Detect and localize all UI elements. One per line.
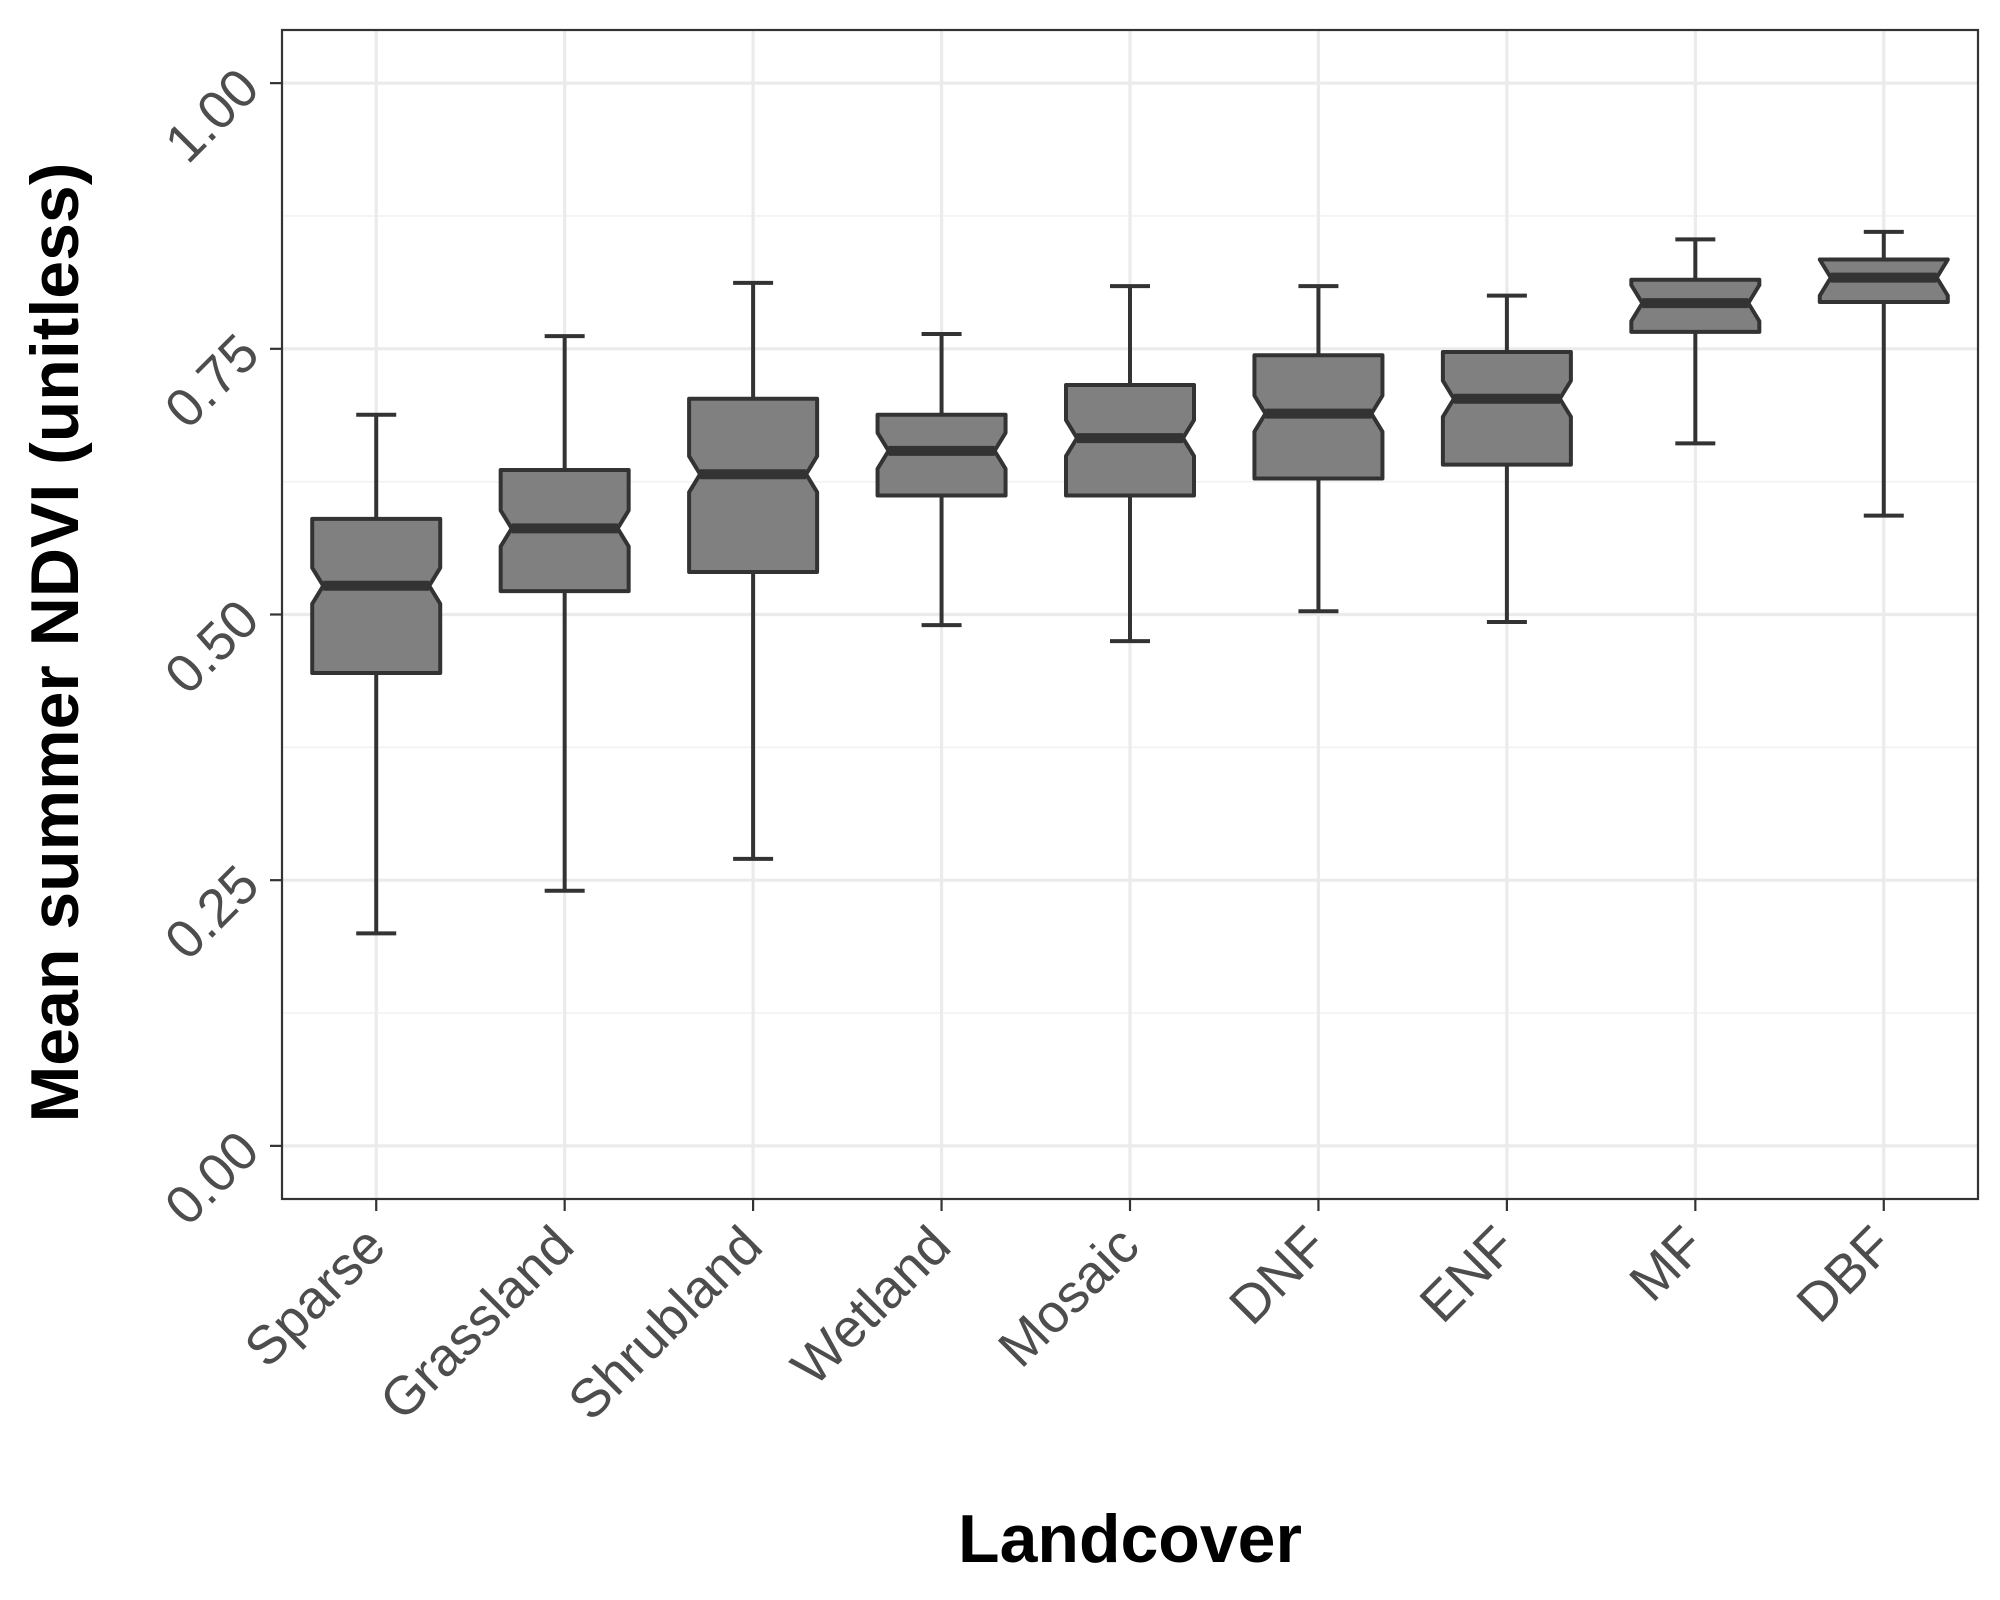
box-grassland [498,334,631,893]
box-mosaic [1064,284,1196,644]
box-dbf [1817,229,1950,518]
y-axis-title: Mean summer NDVI (unitless) [17,163,93,1123]
box-shrubland [687,280,820,861]
box-body [687,396,820,574]
x-axis-title: Landcover [958,1501,1302,1577]
box-wetland [875,331,1008,628]
box-dnf [1252,284,1385,614]
box-body [310,516,443,675]
box-layer [310,229,1950,936]
box-enf [1440,293,1573,624]
box-sparse [310,412,443,936]
box-mf [1629,237,1762,446]
box-body [1440,350,1573,467]
